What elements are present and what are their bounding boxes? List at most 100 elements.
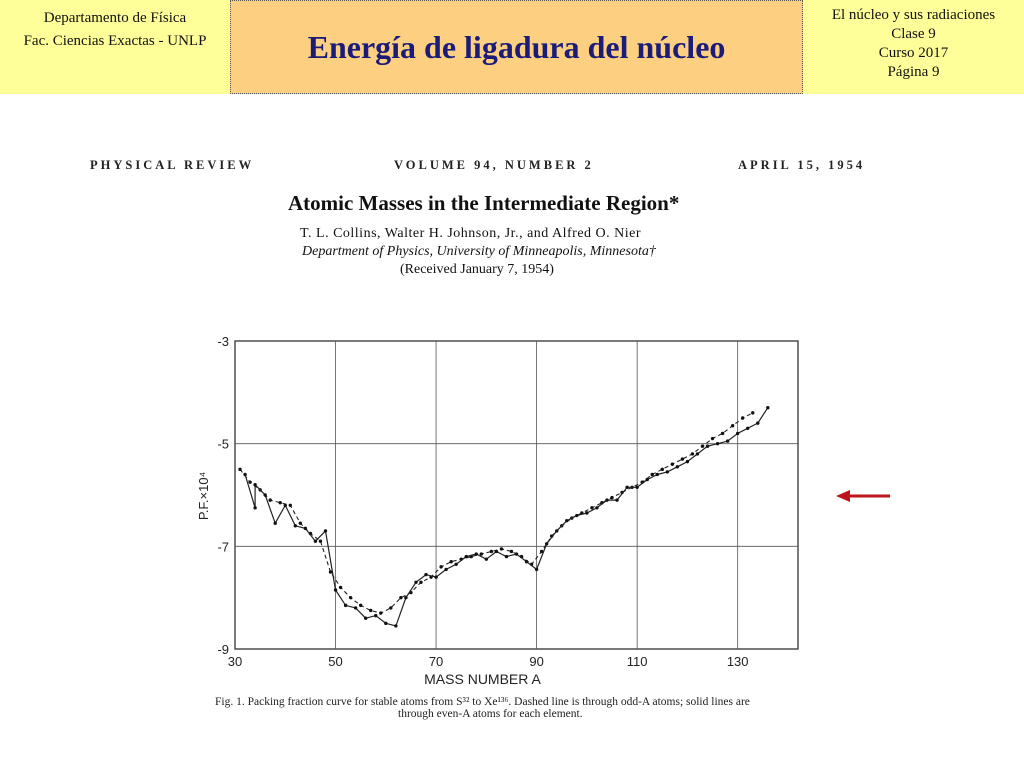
y-tick-label: -9 [217,642,229,657]
data-point [565,518,569,523]
data-point [700,444,705,448]
data-point [499,547,504,551]
data-point [303,526,308,531]
x-axis-label: MASS NUMBER A [424,671,541,687]
data-point [243,472,247,477]
header-right: El núcleo y sus radiaciones Clase 9 Curs… [803,0,1024,94]
data-point [751,411,755,415]
data-point [539,549,544,554]
data-point [348,595,353,600]
data-point [338,585,343,590]
data-point [363,616,368,620]
y-tick-label: -3 [217,334,229,349]
data-point [379,611,383,615]
data-point [544,542,549,546]
x-tick-label: 30 [228,654,242,669]
article-title: Atomic Masses in the Intermediate Region… [288,191,680,215]
data-point [725,439,730,443]
data-point [590,506,594,510]
data-point [746,426,750,430]
class-label: Clase 9 [891,26,936,42]
data-point [253,483,257,487]
data-point [766,406,770,410]
data-point [328,570,333,574]
data-point [454,562,458,566]
header-left: Departamento de Física Fac. Ciencias Exa… [0,0,230,94]
data-point [615,498,619,502]
y-tick-label: -7 [217,539,229,554]
data-point [474,552,478,556]
data-point [444,567,448,572]
data-point [293,524,298,528]
page-label: Página 9 [887,64,940,80]
journal-name: PHYSICAL REVIEW [90,158,255,172]
data-point [595,506,599,510]
figure-caption: Fig. 1. Packing fraction curve for stabl… [215,696,785,720]
article-received: (Received January 7, 1954) [400,262,554,277]
data-point [655,472,659,477]
data-point [534,567,539,572]
data-point [268,498,272,502]
data-point [685,459,690,464]
data-point [384,621,388,626]
data-point [509,549,514,554]
data-point [399,595,403,600]
data-point [741,416,745,420]
data-point [288,503,292,507]
data-point [675,465,680,469]
data-point [248,480,252,484]
data-point [514,552,519,556]
data-point [253,506,257,510]
data-point [449,560,453,564]
data-point [680,457,685,461]
data-point [263,493,267,497]
data-point [635,485,639,489]
data-point [665,470,670,474]
data-point [278,501,282,505]
data-point [273,521,277,525]
data-point [670,462,675,466]
y-tick-label: -5 [217,437,229,452]
data-point [610,495,614,500]
data-point [414,580,418,584]
data-point [353,606,358,610]
data-point [318,539,323,543]
caption-line-1: Fig. 1. Packing fraction curve for stabl… [215,696,750,708]
x-tick-label: 90 [529,654,543,669]
red-arrow-head [836,490,850,502]
data-point [394,624,398,628]
article-department: Department of Physics, University of Min… [302,244,656,259]
data-point [343,603,348,608]
data-point [298,521,303,525]
data-point [575,513,579,518]
data-point [524,560,529,564]
data-point [730,424,735,428]
data-point [484,557,489,561]
data-point [735,431,740,436]
caption-line-2: through even-A atoms for each element. [398,708,583,720]
plot-frame [234,340,799,650]
data-point [419,580,423,584]
data-point [756,421,760,425]
article-authors: T. L. Collins, Walter H. Johnson, Jr., a… [300,226,642,241]
data-point [439,565,443,569]
x-tick-label: 50 [328,654,342,669]
series-line [244,407,769,627]
data-point [238,467,242,472]
data-point [389,606,393,610]
data-point [504,554,509,559]
data-point [710,436,715,441]
red-arrow [836,490,890,502]
data-point [555,529,559,533]
faculty-label: Fac. Ciencias Exactas - UNLP [23,33,207,49]
data-point [660,467,664,472]
header-title-box: Energía de ligadura del núcleo [230,0,803,94]
data-point [625,485,629,489]
data-point [333,588,338,592]
series-line [239,412,754,614]
data-point [464,554,468,559]
data-point [313,539,318,543]
slide-title: Energía de ligadura del núcleo [307,28,726,65]
data-point [645,477,649,482]
x-tick-label: 130 [727,654,749,669]
